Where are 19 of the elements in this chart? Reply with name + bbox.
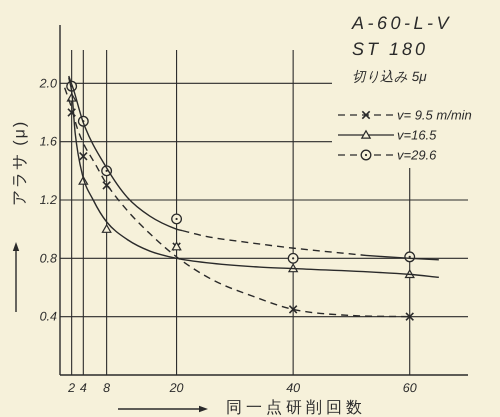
y-tick-label: 1.2 (40, 193, 58, 207)
x-axis-title: 同一点研削回数 (226, 398, 366, 416)
legend-label: v= 9.5 m/min (397, 108, 472, 122)
x-tick-label: 60 (402, 381, 417, 395)
legend-label: v=29.6 (397, 148, 438, 162)
y-axis-title: アラサ (μ) (12, 120, 28, 206)
y-tick-label: 1.6 (40, 134, 58, 149)
x-tick-label: 20 (168, 381, 184, 395)
annotation: 切り込み 5μ (352, 69, 428, 84)
x-tick-label: 4 (80, 381, 87, 395)
y-tick-label: 2.0 (38, 76, 58, 90)
x-tick-label: 2 (67, 381, 76, 395)
chart-title: A-60-L-V (351, 13, 452, 33)
legend-label: v=16.5 (397, 128, 438, 142)
text: ST 180 (352, 39, 428, 59)
y-tick-label: 0.8 (40, 251, 58, 266)
x-tick-label: 40 (286, 381, 300, 395)
x-tick-label: 8 (103, 381, 110, 395)
y-tick-label: 0.4 (40, 310, 58, 324)
